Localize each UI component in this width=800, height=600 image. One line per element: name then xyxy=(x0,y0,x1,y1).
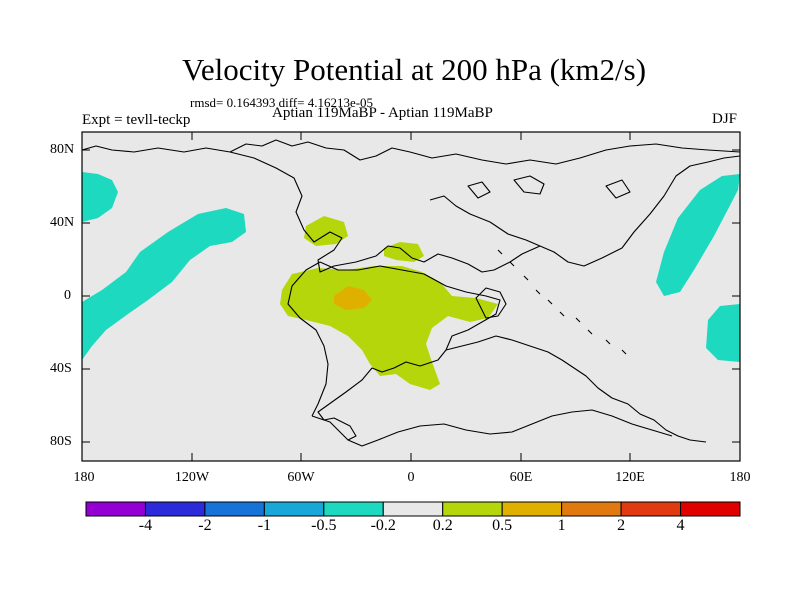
central-asia-shelf xyxy=(429,195,541,247)
lon-label: 120E xyxy=(615,470,645,485)
africa-east xyxy=(445,335,707,443)
arctic-coast xyxy=(229,139,741,165)
lon-label: 180 xyxy=(73,470,95,485)
colorbar-swatch xyxy=(204,501,265,517)
tropical-maximum-region xyxy=(334,286,372,310)
colorbar-swatch xyxy=(323,501,384,517)
india-block xyxy=(475,287,507,319)
colorbar-swatch xyxy=(561,501,622,517)
colorbar-label: -2 xyxy=(198,517,212,534)
colorbar-swatch xyxy=(144,501,206,517)
colorbar-label: 0.2 xyxy=(432,517,453,534)
colorbar-label: -1 xyxy=(257,517,272,534)
laurasia-coast xyxy=(81,145,741,273)
plot-title: Velocity Potential at 200 hPa (km2/s) xyxy=(181,52,647,87)
lon-label: 180 xyxy=(729,470,751,485)
lon-label: 60W xyxy=(287,470,315,485)
north-pacific-low xyxy=(82,172,118,222)
colorbar-swatch xyxy=(85,501,146,517)
central-pacific-low xyxy=(82,208,246,360)
lat-label: 0 xyxy=(64,288,71,303)
colorbar-label: -0.5 xyxy=(311,517,337,534)
lat-label: 80S xyxy=(50,434,72,449)
coastlines xyxy=(81,139,741,447)
experiment-subtitle: Aptian 119MaBP - Aptian 119MaBP xyxy=(272,105,493,121)
season-label: DJF xyxy=(712,111,738,127)
colorbar-label: 1 xyxy=(557,517,566,534)
lon-label: 0 xyxy=(407,470,415,485)
lat-label: 40N xyxy=(50,215,75,230)
lon-label: 120W xyxy=(174,470,210,485)
gondwana-coast xyxy=(317,261,501,441)
colorbar-label: 4 xyxy=(676,517,685,534)
colorbar-label: -0.2 xyxy=(370,517,396,534)
colorbar-swatch xyxy=(501,501,563,517)
colorbar-swatch xyxy=(382,501,444,517)
colorbar-swatch xyxy=(263,501,325,517)
colorbar-swatch xyxy=(442,501,503,517)
lat-label: 40S xyxy=(50,361,72,376)
lon-label: 60E xyxy=(509,470,533,485)
colorbar-swatch xyxy=(620,501,682,517)
colorbar xyxy=(85,501,741,517)
south-america-west xyxy=(287,261,329,417)
colorbar-label: 0.5 xyxy=(492,517,513,534)
pacific-atolls xyxy=(497,249,627,355)
antarctica-coast xyxy=(311,409,673,447)
north-atlantic-high xyxy=(304,216,348,246)
southwest-pacific-low xyxy=(706,304,740,362)
colorbar-label: 2 xyxy=(617,517,626,534)
lat-ticks xyxy=(82,149,740,443)
colorbar-label: -4 xyxy=(138,517,153,534)
colorbar-swatch xyxy=(680,501,741,517)
negative-anomaly-regions xyxy=(82,172,740,362)
stats-line: rmsd= 0.164393 diff= 4.16213e-05 xyxy=(190,95,374,110)
lon-ticks xyxy=(191,132,631,461)
west-pacific-low xyxy=(656,174,740,296)
experiment-label: Expt = tevll-teckp xyxy=(82,112,191,128)
siberian-islands xyxy=(467,175,631,199)
lat-label: 80N xyxy=(50,142,75,157)
